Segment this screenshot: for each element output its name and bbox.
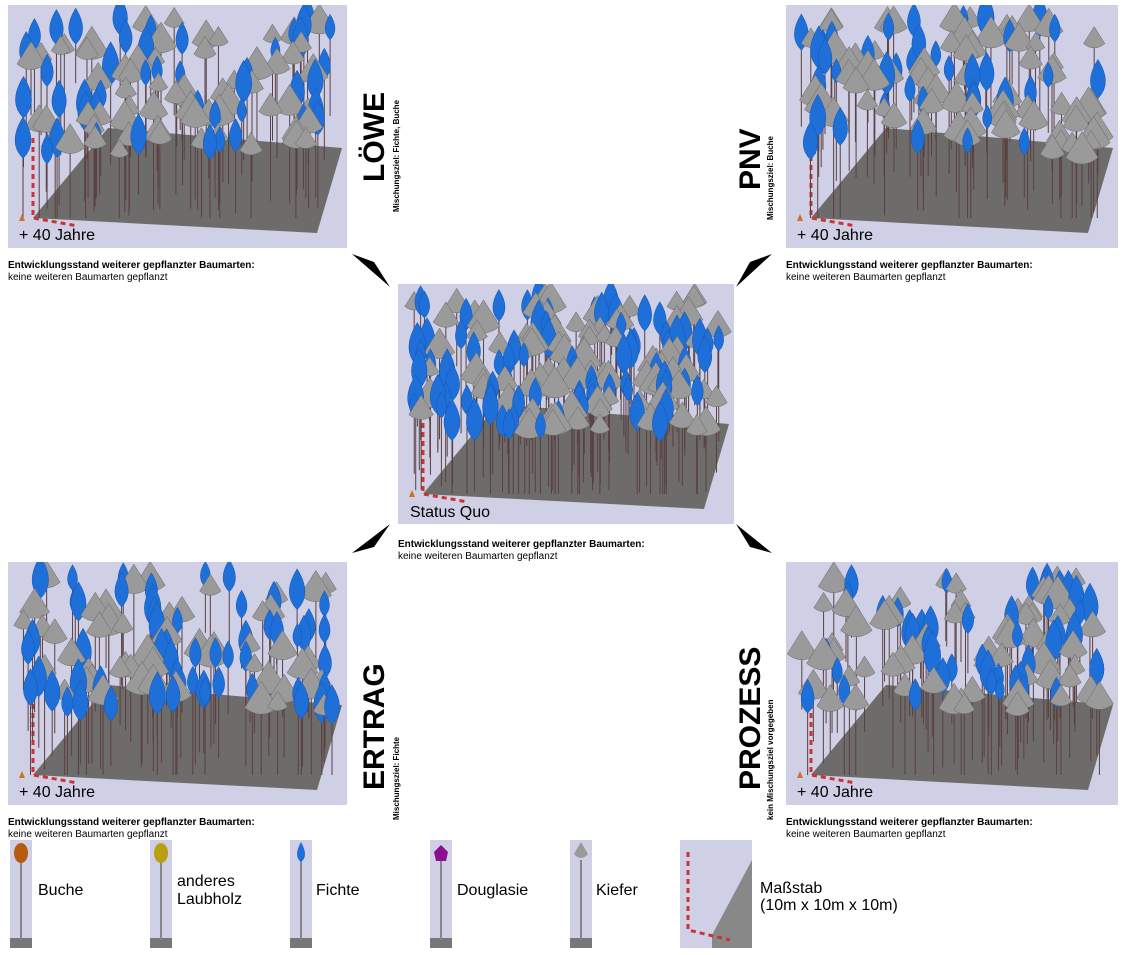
- panel-subtitle: Mischungsziel: Fichte: [392, 736, 401, 820]
- panel-subtitle: Mischungsziel: Fichte, Buche: [392, 99, 401, 212]
- panel-title: PROZESS: [734, 647, 767, 790]
- panel-label: Status Quo: [410, 504, 490, 521]
- caption: keine weiteren Baumarten gepflanzt: [786, 272, 946, 283]
- panel-subtitle: Mischungsziel: Buche: [766, 135, 775, 220]
- legend-label: Maßstab: [760, 880, 822, 897]
- legend-item: Fichte: [290, 840, 360, 948]
- legend-item: anderesLaubholz: [150, 840, 242, 948]
- caption: keine weiteren Baumarten gepflanzt: [8, 272, 168, 283]
- panel-title: ERTRAG: [358, 663, 391, 790]
- forest-render: [8, 0, 347, 248]
- legend-label: Fichte: [316, 882, 360, 899]
- caption-bold: Entwicklungsstand weiterer gepflanzter B…: [786, 817, 1033, 828]
- legend-item: Douglasie: [430, 840, 528, 948]
- arrow: [736, 524, 772, 553]
- caption: keine weiteren Baumarten gepflanzt: [786, 829, 946, 840]
- forest-render: [786, 562, 1118, 805]
- caption: keine weiteren Baumarten gepflanzt: [8, 829, 168, 840]
- panel-title: LÖWE: [358, 92, 391, 182]
- caption-bold: Entwicklungsstand weiterer gepflanzter B…: [8, 260, 255, 271]
- forest-render: [786, 0, 1118, 248]
- caption: keine weiteren Baumarten gepflanzt: [398, 551, 558, 562]
- legend-label: Kiefer: [596, 882, 638, 899]
- legend-icon-crown: [154, 843, 168, 863]
- caption-bold: Entwicklungsstand weiterer gepflanzter B…: [398, 539, 645, 550]
- panel-label: + 40 Jahre: [19, 227, 95, 244]
- panel-subtitle: kein Mischungsziel vorgegeben: [766, 699, 775, 820]
- legend-icon-crown: [14, 843, 28, 863]
- page: {"center": {"label": "Status Quo", "capt…: [0, 0, 1126, 950]
- figure: + 40 Jahre LÖWEMischungsziel: Fichte, Buc…: [0, 0, 1126, 950]
- panel-label: + 40 Jahre: [797, 784, 873, 801]
- forest-render: [398, 277, 734, 524]
- legend-label: Buche: [38, 882, 83, 899]
- arrow: [352, 524, 390, 553]
- arrow: [352, 254, 390, 287]
- arrow: [736, 254, 772, 287]
- caption-bold: Entwicklungsstand weiterer gepflanzter B…: [786, 260, 1033, 271]
- panel-label: + 40 Jahre: [797, 227, 873, 244]
- legend-label: (10m x 10m x 10m): [760, 897, 898, 914]
- panel-label: + 40 Jahre: [19, 784, 95, 801]
- caption-bold: Entwicklungsstand weiterer gepflanzter B…: [8, 817, 255, 828]
- legend-item: Maßstab(10m x 10m x 10m): [680, 840, 898, 948]
- legend-label: Douglasie: [457, 882, 528, 899]
- legend-label: anderes: [177, 873, 235, 890]
- panel-title: PNV: [734, 128, 767, 190]
- forest-render: [8, 556, 347, 805]
- legend-item: Buche: [10, 840, 83, 948]
- legend-item: Kiefer: [570, 840, 638, 948]
- legend-label: Laubholz: [177, 891, 242, 908]
